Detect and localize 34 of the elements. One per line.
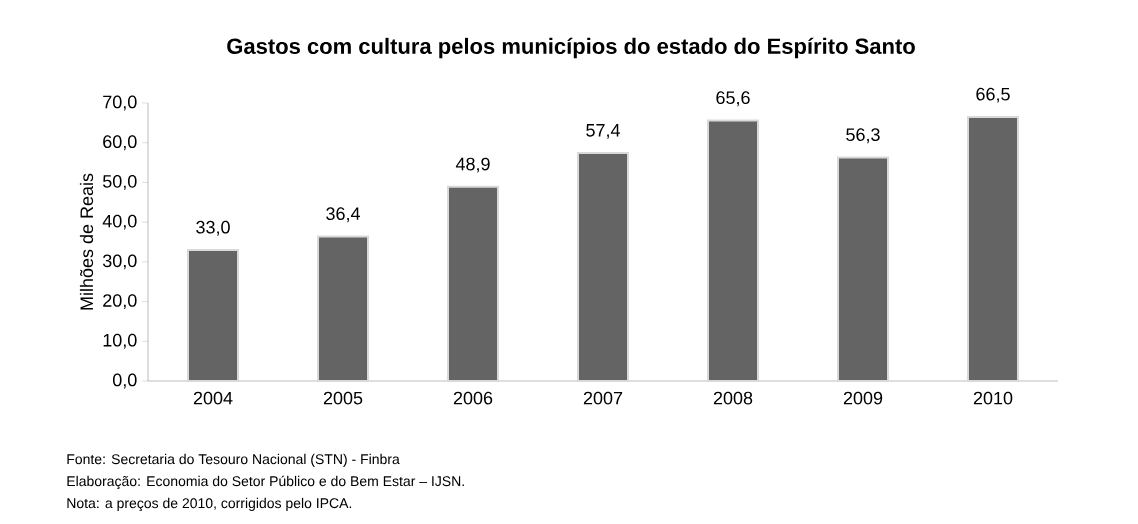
text: Nota: a preços de 2010, corrigidos pelo IPCA. [67, 497, 352, 511]
data-label: 36,4 [326, 207, 361, 223]
x-tick-label: 2006 [453, 391, 493, 405]
data-label: 66,5 [976, 87, 1010, 103]
y-tick-label: 10,0 [103, 333, 137, 349]
x-tick-label: 2004 [193, 391, 233, 405]
bar [966, 115, 1019, 382]
data-label: 33,0 [196, 220, 230, 236]
bar [447, 185, 499, 382]
bar [707, 119, 759, 382]
bar [577, 152, 629, 382]
y-tick-label: 20,0 [103, 294, 137, 309]
y-tick-label: 40,0 [102, 214, 137, 230]
data-label: 48,9 [455, 157, 490, 173]
source-note: Fonte: Secretaria do Tesouro Nacional (STN) - Finbra [67, 453, 400, 467]
text: Elaboração: Economia do Setor Público e do Bem Estar – IJSN. [67, 475, 464, 489]
chart-title: Gastos com cultura pelos municípios do estado do Espírito Santo [227, 37, 915, 59]
y-tick-label: 60,0 [103, 135, 137, 151]
y-tick-label: 0,0 [112, 373, 137, 389]
x-tick-label: 2010 [973, 391, 1013, 405]
data-label: 65,6 [716, 91, 750, 107]
bar [317, 235, 370, 382]
y-axis-title: Milhões de Reais [79, 173, 94, 310]
data-label: 56,3 [846, 128, 880, 144]
data-label: 57,4 [586, 124, 620, 139]
x-tick-label: 2009 [843, 391, 883, 405]
x-tick-label: 2007 [583, 391, 623, 405]
y-tick-label: 50,0 [102, 174, 137, 190]
y-tick-label: 30,0 [102, 254, 137, 270]
x-tick-label: 2005 [323, 391, 363, 405]
bar [836, 156, 889, 382]
bar [187, 248, 240, 382]
y-tick-label: 70,0 [103, 95, 137, 111]
x-tick-label: 2008 [713, 391, 753, 405]
